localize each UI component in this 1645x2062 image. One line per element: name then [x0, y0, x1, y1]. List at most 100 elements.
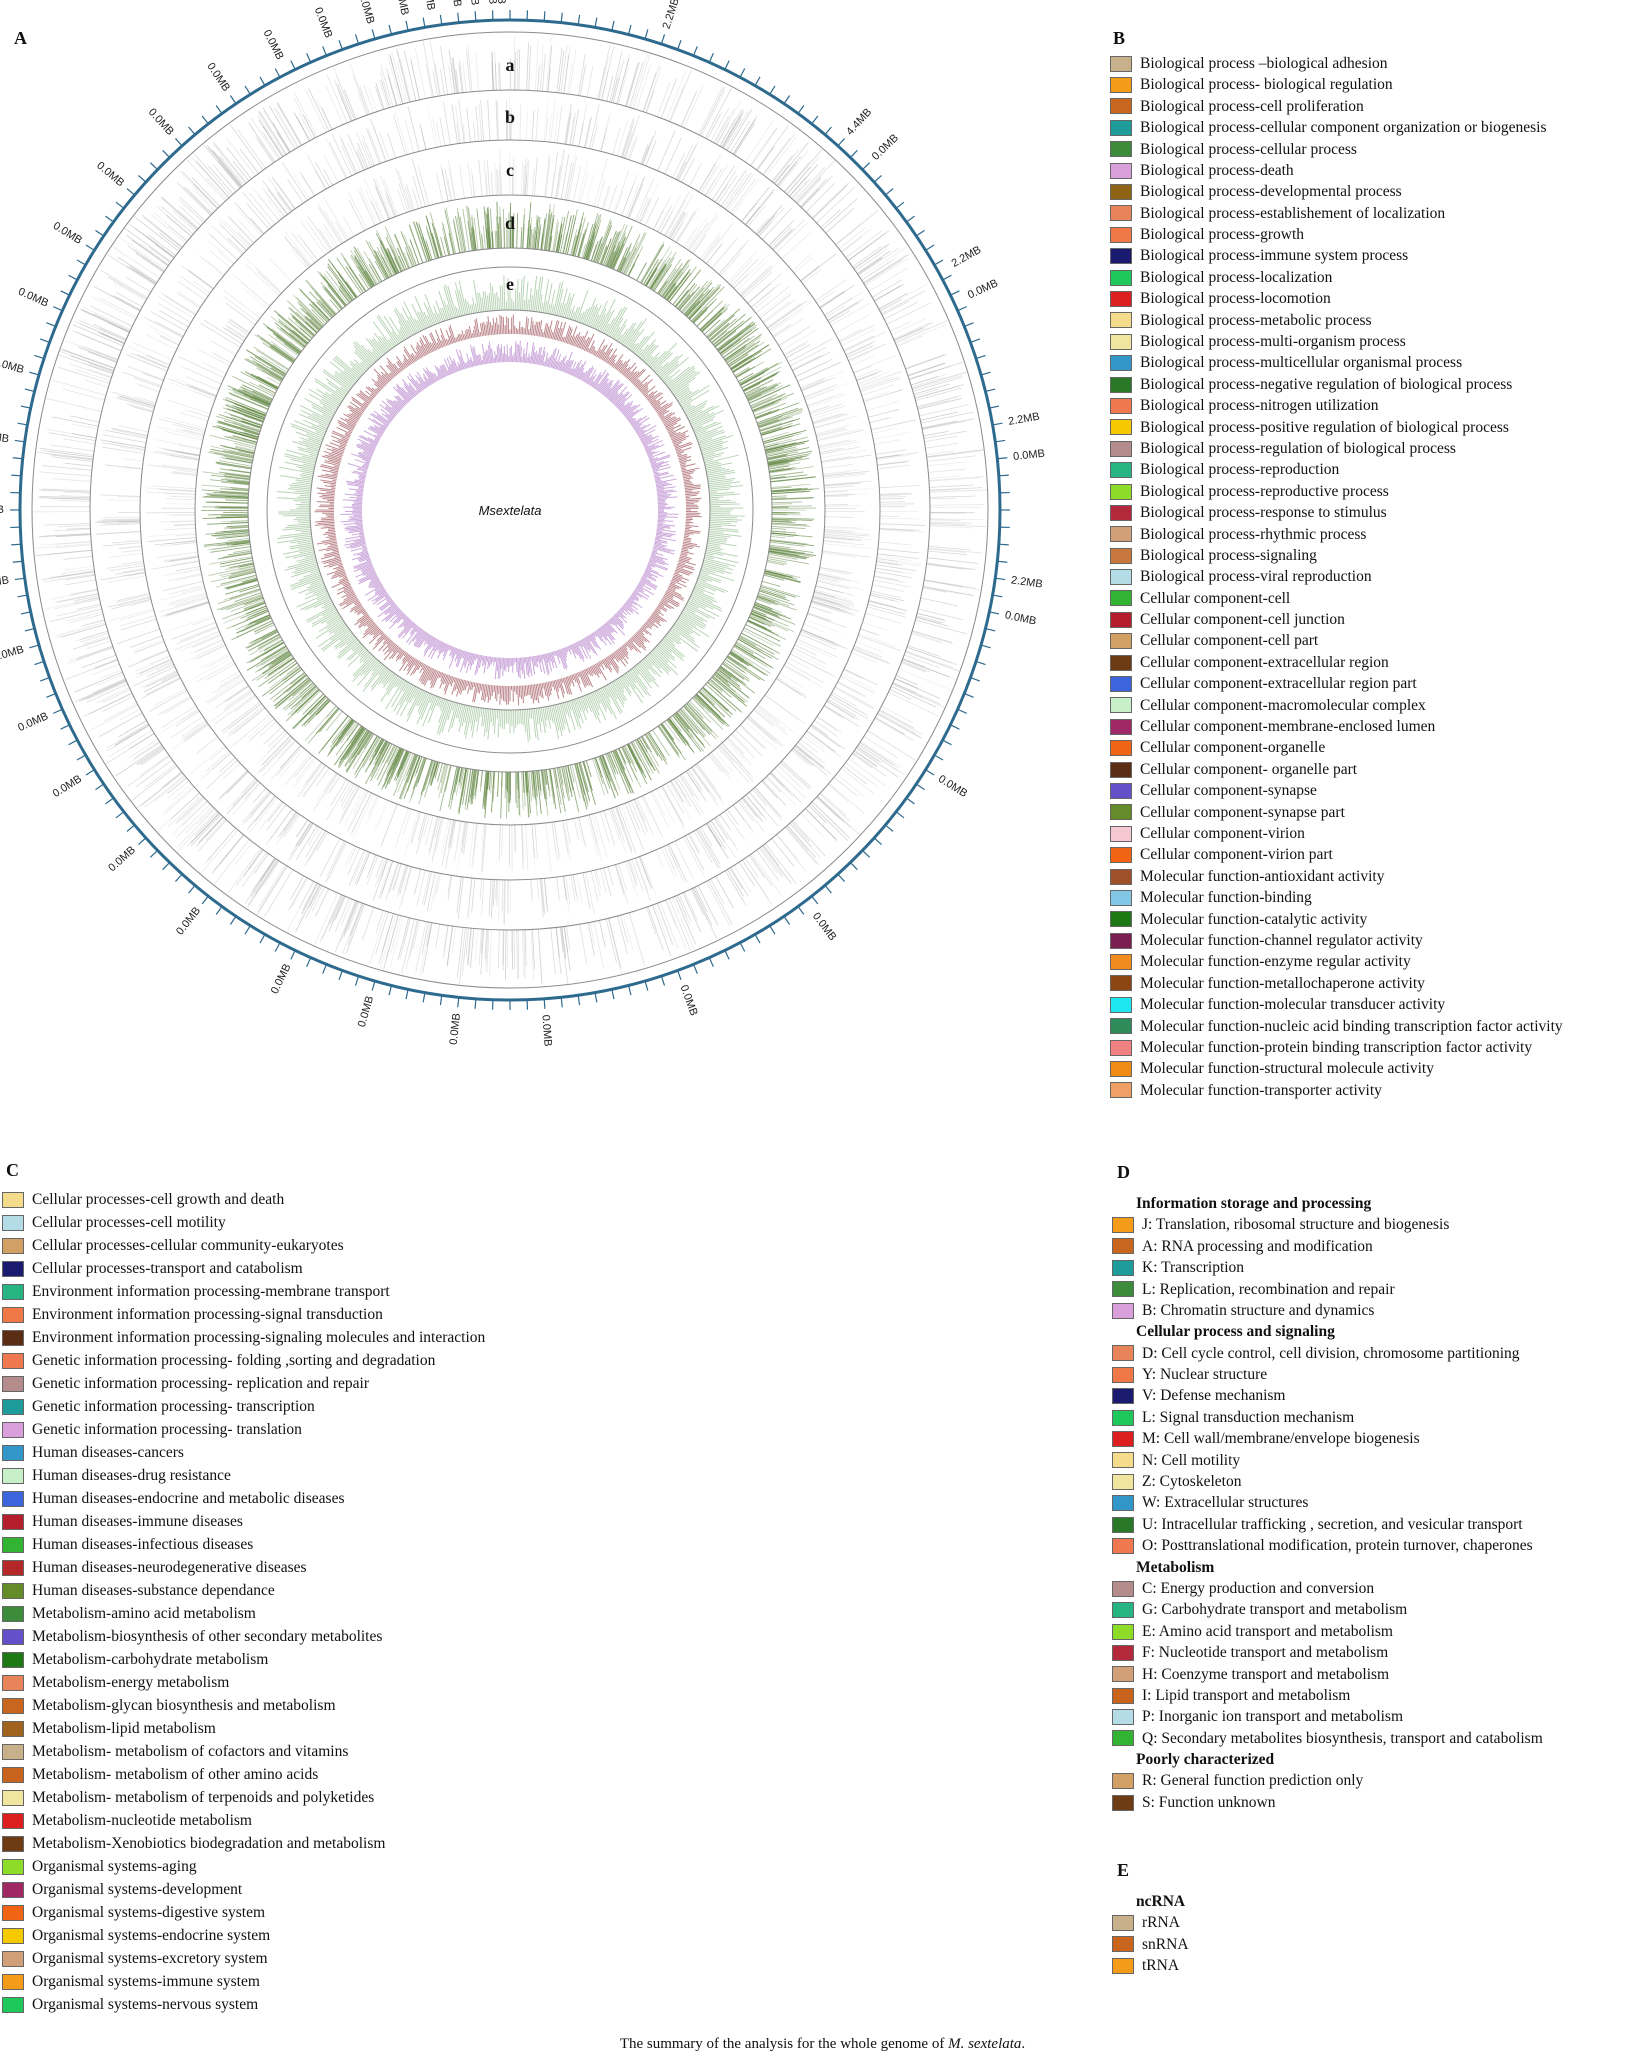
track-bar	[588, 375, 595, 385]
track-bar	[676, 161, 686, 180]
track-bar	[676, 447, 692, 454]
track-bar	[175, 451, 200, 457]
track-bar	[724, 739, 747, 763]
track-bar	[676, 711, 694, 732]
track-bar	[179, 205, 202, 226]
track-bar	[214, 530, 249, 535]
track-bar	[374, 738, 383, 752]
track-bar	[608, 184, 618, 211]
track-bar	[292, 679, 312, 697]
track-bar	[163, 697, 192, 715]
track-bar	[918, 608, 964, 621]
track-bar	[261, 130, 281, 159]
track-bar	[267, 801, 284, 822]
track-bar	[488, 771, 492, 791]
track-bar	[571, 234, 578, 256]
track-bar	[537, 227, 541, 250]
track-bar	[221, 701, 261, 732]
track-bar	[879, 298, 903, 312]
track-bar	[905, 354, 947, 370]
track-bar	[673, 384, 690, 396]
track-bar	[178, 198, 205, 223]
track-bar	[758, 290, 792, 317]
track-bar	[175, 469, 198, 473]
track-bar	[786, 166, 811, 195]
track-bar	[668, 83, 685, 122]
track-bar	[608, 354, 615, 365]
track-bar	[781, 231, 812, 260]
track-bar	[605, 230, 621, 267]
track-bar	[703, 452, 725, 459]
track-bar	[341, 719, 353, 734]
track-bar	[256, 367, 282, 383]
track-bar	[169, 585, 205, 595]
track-bar	[324, 273, 349, 305]
track-bar	[211, 834, 245, 874]
track-bar	[309, 318, 321, 330]
track-bar	[268, 334, 299, 357]
track-bar	[262, 106, 291, 153]
track-bar	[254, 622, 274, 632]
track-bar	[866, 400, 900, 411]
track-bar	[767, 456, 802, 464]
track-bar	[618, 805, 637, 853]
track-bar	[607, 866, 614, 886]
track-bar	[683, 85, 704, 128]
track-bar	[61, 568, 95, 575]
track-bar	[786, 825, 809, 851]
track-bar	[657, 644, 675, 662]
track-bar	[801, 629, 837, 644]
track-bar	[115, 744, 163, 777]
track-bar	[801, 175, 833, 209]
track-bar	[233, 387, 271, 405]
track-bar	[656, 486, 665, 489]
track-bar	[703, 557, 736, 567]
track-bar	[852, 648, 891, 665]
track-bar	[237, 129, 266, 169]
track-bar	[709, 493, 740, 497]
track-bar	[265, 808, 293, 846]
track-bar	[150, 311, 187, 332]
track-bar	[168, 592, 207, 604]
track-bar	[494, 230, 497, 249]
track-bar	[345, 731, 372, 772]
track-bar	[653, 471, 658, 474]
track-bar	[709, 491, 718, 494]
track-bar	[190, 385, 217, 397]
track-bar	[739, 362, 779, 385]
track-bar	[892, 682, 941, 705]
track-bar	[857, 745, 882, 763]
track-bar	[540, 707, 546, 734]
track-bar	[645, 444, 659, 452]
track-bar	[553, 821, 560, 858]
track-bar	[674, 713, 690, 732]
track-bar	[814, 590, 852, 602]
track-bar	[257, 865, 288, 913]
track-bar	[290, 688, 320, 716]
track-bar	[700, 165, 717, 194]
track-bar	[705, 823, 729, 859]
track-bar	[703, 559, 729, 568]
track-bar	[627, 743, 642, 771]
track-bar	[655, 480, 662, 483]
track-bar	[634, 379, 641, 386]
track-bar	[852, 752, 887, 777]
track-bar	[657, 903, 674, 946]
track-bar	[642, 72, 657, 112]
track-bar	[350, 254, 372, 288]
track-bar	[827, 302, 860, 322]
track-bar	[717, 175, 738, 205]
track-bar	[42, 571, 95, 580]
track-bar	[232, 160, 250, 182]
track-bar	[473, 217, 479, 251]
track-bar	[791, 650, 827, 669]
track-bar	[130, 599, 152, 606]
track-bar	[738, 637, 779, 660]
track-bar	[433, 761, 439, 777]
track-bar	[198, 349, 231, 367]
track-bar	[461, 821, 467, 852]
track-bar	[381, 913, 394, 953]
track-bar	[875, 567, 913, 575]
track-bar	[88, 364, 113, 374]
track-bar	[49, 498, 91, 500]
